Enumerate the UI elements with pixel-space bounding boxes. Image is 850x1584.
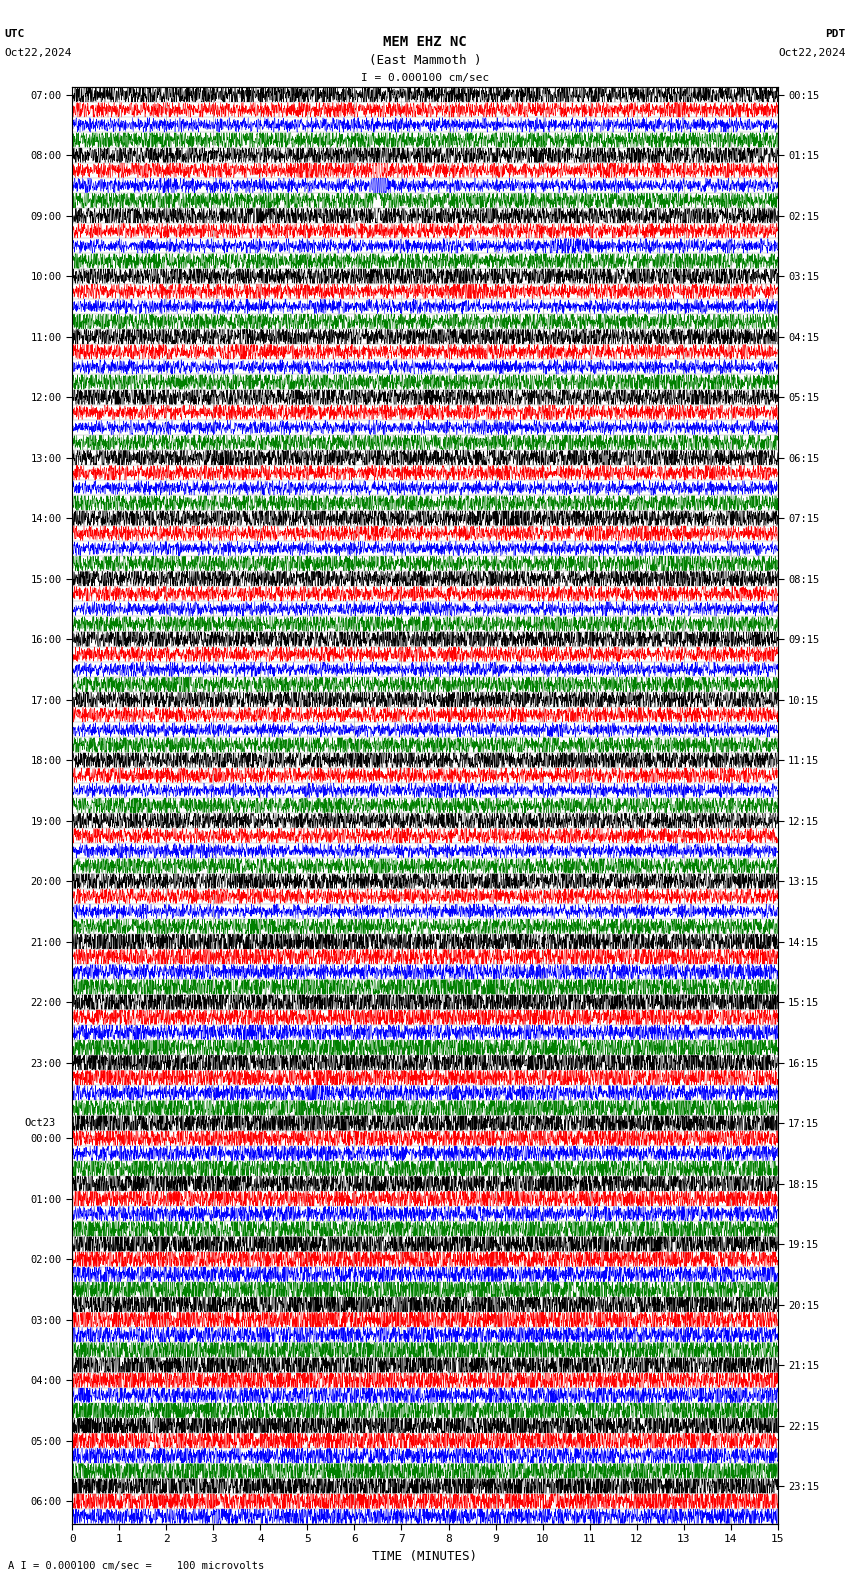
Text: I = 0.000100 cm/sec: I = 0.000100 cm/sec <box>361 73 489 82</box>
Text: MEM EHZ NC: MEM EHZ NC <box>383 35 467 49</box>
Text: Oct22,2024: Oct22,2024 <box>4 48 71 57</box>
Text: PDT: PDT <box>825 29 846 38</box>
Text: UTC: UTC <box>4 29 25 38</box>
Text: A I = 0.000100 cm/sec =    100 microvolts: A I = 0.000100 cm/sec = 100 microvolts <box>8 1562 264 1571</box>
Text: Oct22,2024: Oct22,2024 <box>779 48 846 57</box>
X-axis label: TIME (MINUTES): TIME (MINUTES) <box>372 1549 478 1563</box>
Text: Oct23: Oct23 <box>25 1118 55 1128</box>
Text: (East Mammoth ): (East Mammoth ) <box>369 54 481 67</box>
